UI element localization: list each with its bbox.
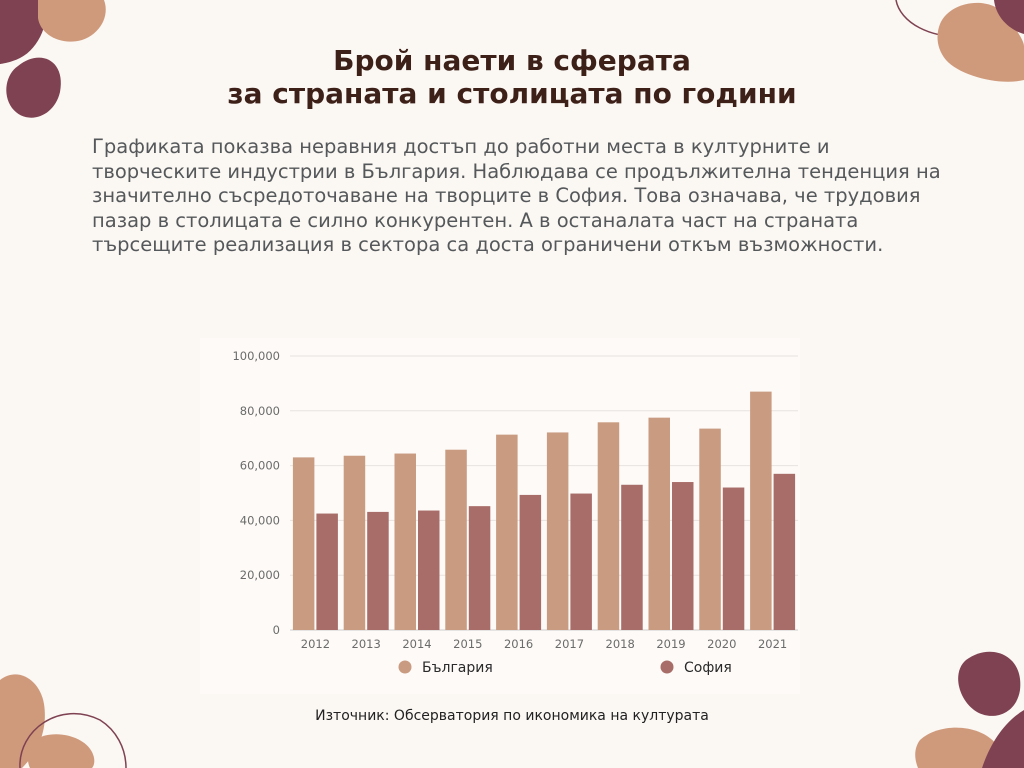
title-line-2: за страната и столицата по години bbox=[227, 77, 797, 110]
leaf-shape-top-left-2 bbox=[38, 0, 106, 42]
chart-legend: България София bbox=[398, 660, 732, 676]
leaf-shape-top-right bbox=[937, 2, 1024, 82]
bar-bulgaria-2015 bbox=[445, 449, 467, 630]
outline-curve-bottom-left bbox=[19, 712, 127, 768]
x-tick-label: 2013 bbox=[352, 637, 381, 651]
bar-sofia-2020 bbox=[722, 487, 745, 630]
bar-bulgaria-2017 bbox=[546, 432, 569, 630]
x-tick-label: 2019 bbox=[656, 637, 685, 651]
bar-sofia-2018 bbox=[621, 484, 643, 630]
legend-marker bbox=[398, 660, 412, 674]
x-tick-label: 2015 bbox=[453, 637, 482, 651]
leaf-shape-bottom-right-2 bbox=[982, 710, 1024, 768]
leaf-shape-bottom-left-2 bbox=[27, 734, 95, 768]
bar-sofia-2013 bbox=[367, 511, 389, 630]
x-tick-label: 2021 bbox=[758, 637, 787, 651]
legend-label: България bbox=[422, 660, 493, 676]
leaf-shape-bottom-right bbox=[915, 727, 1004, 768]
y-tick-label: 20,000 bbox=[240, 568, 280, 582]
bar-bulgaria-2021 bbox=[750, 391, 772, 630]
y-tick-label: 80,000 bbox=[240, 404, 280, 418]
bar-sofia-2021 bbox=[773, 473, 796, 630]
bar-bulgaria-2019 bbox=[648, 417, 670, 630]
x-tick-label: 2017 bbox=[555, 637, 584, 651]
legend-label: София bbox=[684, 660, 732, 676]
title-line-1: Брой наети в сферата bbox=[333, 44, 691, 77]
bar-bulgaria-2012 bbox=[292, 457, 315, 630]
bar-sofia-2012 bbox=[316, 513, 338, 630]
page-title: Брой наети в сферата за страната и столи… bbox=[0, 44, 1024, 110]
x-tick-label: 2012 bbox=[301, 637, 330, 651]
bar-sofia-2014 bbox=[418, 510, 440, 630]
leaf-shape-top-left bbox=[0, 0, 47, 64]
x-tick-label: 2016 bbox=[504, 637, 533, 651]
bar-bulgaria-2013 bbox=[343, 455, 366, 630]
bar-sofia-2017 bbox=[570, 493, 592, 630]
y-tick-label: 100,000 bbox=[232, 349, 280, 363]
description-text: Графиката показва неравния достъп до раб… bbox=[92, 135, 941, 256]
x-tick-label: 2018 bbox=[606, 637, 635, 651]
y-tick-label: 60,000 bbox=[240, 459, 280, 473]
bar-sofia-2016 bbox=[519, 494, 542, 630]
blob-shape-bottom-right bbox=[958, 651, 1021, 716]
leaf-shape-top-right-2 bbox=[994, 0, 1024, 34]
bar-bulgaria-2014 bbox=[394, 453, 416, 630]
bar-bulgaria-2018 bbox=[597, 422, 620, 630]
x-tick-label: 2014 bbox=[402, 637, 431, 651]
source-note: Източник: Обсерватория по икономика на к… bbox=[315, 708, 709, 724]
x-tick-label: 2020 bbox=[707, 637, 736, 651]
bar-bulgaria-2020 bbox=[699, 428, 721, 630]
chart-bars bbox=[292, 391, 796, 630]
y-tick-label: 0 bbox=[273, 623, 280, 637]
y-axis: 0 20,000 40,000 60,000 80,000 100,000 bbox=[232, 349, 280, 637]
bar-sofia-2019 bbox=[672, 482, 694, 630]
bar-sofia-2015 bbox=[468, 506, 491, 630]
y-tick-label: 40,000 bbox=[240, 513, 280, 527]
bar-bulgaria-2016 bbox=[496, 434, 518, 630]
x-axis: 2012 2013 2014 2015 2016 2017 2018 2019 2020 2021 bbox=[301, 637, 787, 651]
blob-shape-top-left bbox=[6, 57, 61, 118]
legend-marker bbox=[660, 660, 674, 674]
